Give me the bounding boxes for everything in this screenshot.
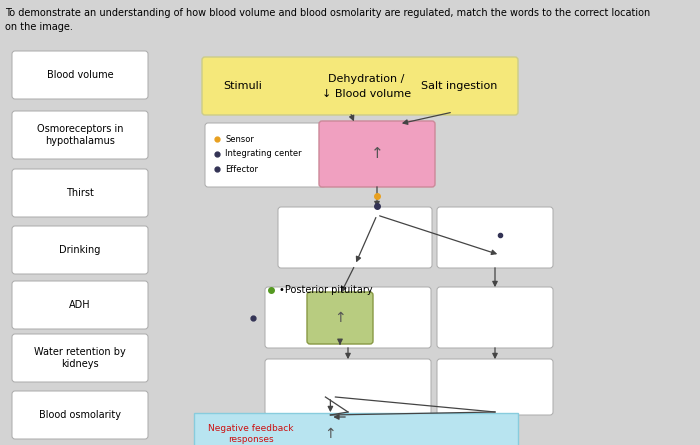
Text: Water retention by
kidneys: Water retention by kidneys [34, 347, 126, 369]
FancyBboxPatch shape [265, 359, 431, 415]
FancyBboxPatch shape [307, 292, 373, 344]
FancyBboxPatch shape [265, 287, 431, 348]
Text: Stimuli: Stimuli [223, 81, 262, 91]
FancyBboxPatch shape [12, 281, 148, 329]
Text: Integrating center: Integrating center [225, 150, 302, 158]
FancyBboxPatch shape [437, 287, 553, 348]
FancyBboxPatch shape [12, 51, 148, 99]
FancyBboxPatch shape [437, 359, 553, 415]
Text: ↑: ↑ [334, 311, 346, 325]
FancyBboxPatch shape [12, 391, 148, 439]
Text: ADH: ADH [69, 300, 91, 310]
Text: Thirst: Thirst [66, 188, 94, 198]
FancyBboxPatch shape [194, 413, 518, 445]
FancyBboxPatch shape [278, 207, 432, 268]
Text: Salt ingestion: Salt ingestion [421, 81, 498, 91]
Text: Blood volume: Blood volume [47, 70, 113, 80]
Text: Blood osmolarity: Blood osmolarity [39, 410, 121, 420]
Text: ↑: ↑ [325, 427, 336, 441]
Text: Osmoreceptors in
hypothalamus: Osmoreceptors in hypothalamus [36, 124, 123, 146]
Text: on the image.: on the image. [5, 22, 73, 32]
Text: Effector: Effector [225, 165, 258, 174]
FancyBboxPatch shape [205, 123, 326, 187]
Text: •Posterior pituitary: •Posterior pituitary [279, 285, 372, 295]
Text: Dehydration /: Dehydration / [328, 74, 405, 84]
Text: ↓ Blood volume: ↓ Blood volume [321, 89, 411, 99]
Text: Sensor: Sensor [225, 134, 254, 143]
Text: To demonstrate an understanding of how blood volume and blood osmolarity are reg: To demonstrate an understanding of how b… [5, 8, 650, 18]
FancyBboxPatch shape [12, 111, 148, 159]
FancyBboxPatch shape [437, 207, 553, 268]
FancyBboxPatch shape [12, 226, 148, 274]
Text: ↑: ↑ [370, 146, 384, 162]
FancyBboxPatch shape [12, 169, 148, 217]
FancyBboxPatch shape [319, 121, 435, 187]
Text: Drinking: Drinking [60, 245, 101, 255]
FancyBboxPatch shape [12, 334, 148, 382]
Text: Negative feedback
responses: Negative feedback responses [209, 424, 294, 444]
FancyBboxPatch shape [202, 57, 518, 115]
